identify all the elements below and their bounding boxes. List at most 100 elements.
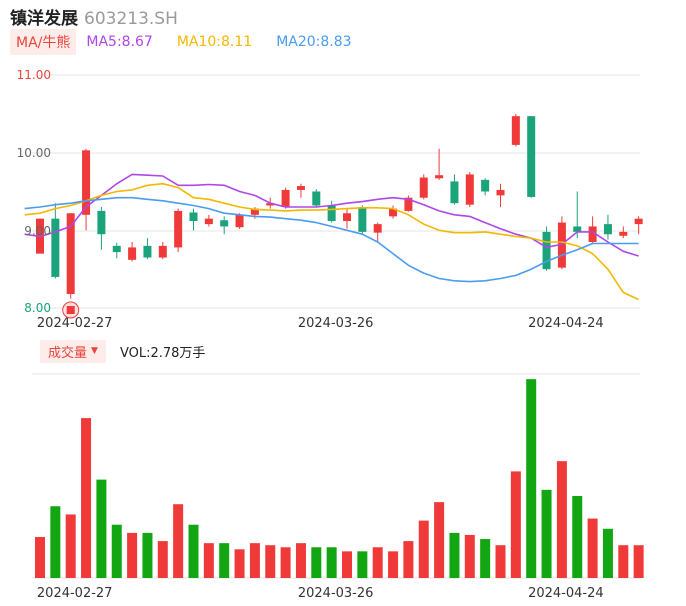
candle-body <box>435 175 444 179</box>
candle-body <box>603 224 612 235</box>
y-tick-label: 9.00 <box>24 224 51 238</box>
candle-body <box>296 186 305 190</box>
candle-body <box>343 213 351 222</box>
volume-bar <box>188 524 199 578</box>
candle-body <box>573 226 582 232</box>
candle-body <box>128 247 137 260</box>
label-layer: 11.0010.009.008.002024-02-272024-02-2720… <box>17 68 604 601</box>
chevron-down-icon: ▼ <box>91 346 98 356</box>
candle-body <box>358 207 367 232</box>
candle-body <box>174 210 183 248</box>
volume-bar <box>495 545 506 578</box>
candle-body <box>634 218 643 225</box>
volume-bar <box>173 504 184 578</box>
candle-body <box>250 208 259 215</box>
volume-tab-label: 成交量 <box>48 345 88 361</box>
candle-body <box>158 245 167 258</box>
candle-body <box>281 189 290 208</box>
x-tick-label: 2024-02-27 <box>37 586 113 601</box>
volume-bar <box>203 543 214 578</box>
volume-bar <box>157 541 168 578</box>
volume-bar <box>311 547 322 578</box>
volume-bar <box>403 541 414 578</box>
volume-bar <box>142 532 153 578</box>
volume-bar <box>480 539 491 578</box>
candle-body <box>189 212 198 222</box>
candle-body <box>465 174 474 205</box>
candle-body <box>496 189 505 196</box>
candle-body <box>511 116 520 145</box>
volume-bar <box>587 518 598 578</box>
volume-bar <box>127 532 138 578</box>
volume-bar <box>326 547 337 578</box>
volume-bar <box>556 461 567 578</box>
candle-body <box>66 213 75 295</box>
volume-indicator-tab[interactable]: 成交量 ▼ <box>40 339 106 363</box>
volume-bar <box>418 520 429 578</box>
candle-body <box>373 224 382 233</box>
ma10-legend: MA10:8.11 <box>176 34 253 50</box>
x-tick-label: 2024-03-26 <box>298 316 374 331</box>
volume-bar <box>510 471 521 578</box>
candle-body <box>389 208 398 217</box>
stock-code: 603213.SH <box>84 9 178 29</box>
candle-body <box>51 218 60 277</box>
ma20-legend: MA20:8.83 <box>276 34 352 50</box>
volume-bar <box>633 545 644 578</box>
candle-body <box>527 116 536 197</box>
volume-bar <box>602 528 613 578</box>
y-tick-label: 8.00 <box>24 301 51 315</box>
candle-body <box>481 179 490 192</box>
volume-bar <box>342 551 352 578</box>
ma10-line <box>24 182 639 301</box>
volume-bar <box>541 489 552 578</box>
candle-body <box>204 218 213 225</box>
candle-body <box>588 226 597 242</box>
candle-body <box>220 220 229 227</box>
candle-body <box>619 231 628 236</box>
volume-bar <box>526 379 537 578</box>
x-tick-label: 2024-04-24 <box>528 586 604 601</box>
candle-body <box>82 150 91 215</box>
ma-layer <box>24 173 639 301</box>
volume-bar <box>249 543 260 578</box>
candle-body <box>450 181 459 204</box>
candle-body <box>235 214 244 228</box>
volume-bar <box>265 545 276 578</box>
candle-body <box>97 210 106 235</box>
candle-body <box>419 177 428 198</box>
volume-layer <box>35 379 644 578</box>
ma-indicator-tab[interactable]: MA/牛熊 <box>10 29 77 55</box>
ma5-legend: MA5:8.67 <box>86 34 153 50</box>
volume-bar <box>434 502 445 578</box>
candle-body <box>327 205 336 222</box>
candle-body <box>143 245 152 258</box>
volume-bar <box>111 524 122 578</box>
candle-body <box>266 203 275 206</box>
x-tick-label: 2024-04-24 <box>528 316 604 331</box>
y-tick-label: 11.00 <box>17 68 51 82</box>
stock-name: 镇洋发展 <box>10 9 78 29</box>
volume-bar <box>50 506 61 578</box>
volume-value: VOL:2.78万手 <box>119 345 206 361</box>
candle-body <box>312 191 321 206</box>
volume-bar <box>96 479 107 578</box>
volume-bar <box>280 547 291 578</box>
volume-bar <box>464 534 475 578</box>
ma5-line <box>24 173 639 257</box>
ma20-line <box>24 196 639 283</box>
header: 镇洋发展 603213.SH <box>10 4 178 29</box>
volume-bar <box>65 514 76 578</box>
volume-bar <box>449 532 460 578</box>
volume-bar <box>572 496 583 578</box>
x-tick-label: 2024-02-27 <box>37 316 113 331</box>
candle-body <box>542 231 551 270</box>
volume-bar <box>81 418 92 578</box>
volume-bar <box>372 547 383 578</box>
ma-legend: MA/牛熊 MA5:8.67 MA10:8.11 MA20:8.83 <box>10 29 352 55</box>
volume-bar <box>618 545 629 578</box>
y-tick-label: 10.00 <box>17 146 51 160</box>
volume-bar <box>295 543 306 578</box>
volume-bar <box>234 549 245 578</box>
